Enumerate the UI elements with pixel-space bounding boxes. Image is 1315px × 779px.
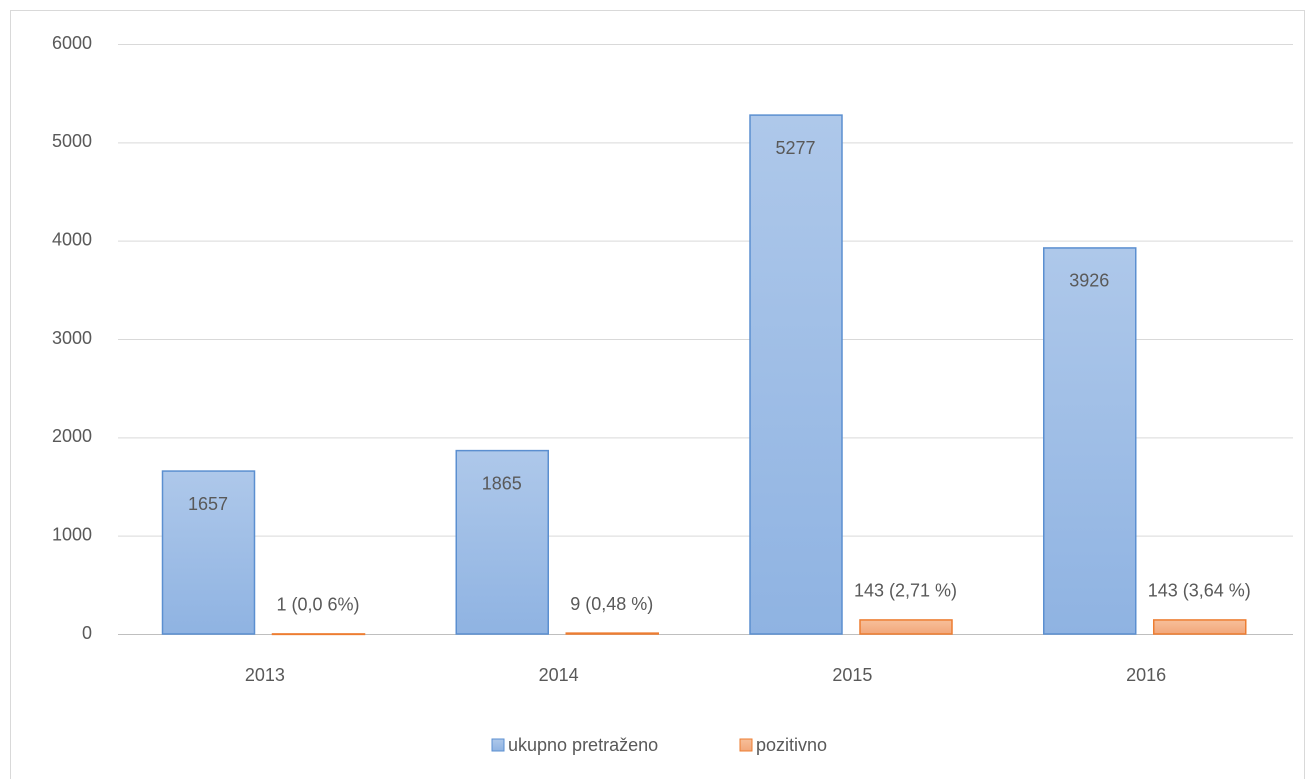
x-tick-label: 2014 xyxy=(539,665,579,685)
x-tick-label: 2015 xyxy=(832,665,872,685)
bar xyxy=(565,632,659,635)
data-label: 1 (0,0 6%) xyxy=(276,595,359,615)
data-label: 1865 xyxy=(482,473,522,493)
legend-swatch xyxy=(491,738,505,752)
bar xyxy=(271,633,366,636)
y-tick-label: 5000 xyxy=(52,131,92,151)
data-label: 143 (2,71 %) xyxy=(854,581,957,601)
y-tick-label: 6000 xyxy=(52,33,92,53)
y-tick-label: 4000 xyxy=(52,229,92,249)
y-tick-label: 2000 xyxy=(52,426,92,446)
legend-label: pozitivno xyxy=(756,735,827,755)
bar xyxy=(455,449,549,635)
bar xyxy=(859,619,953,635)
legend-swatch xyxy=(739,738,753,752)
y-tick-label: 3000 xyxy=(52,328,92,348)
y-tick-label: 0 xyxy=(82,623,92,643)
legend-label: ukupno pretraženo xyxy=(508,735,658,755)
data-label: 5277 xyxy=(775,138,815,158)
data-label: 3926 xyxy=(1069,271,1109,291)
x-tick-label: 2016 xyxy=(1126,665,1166,685)
bar xyxy=(1043,247,1137,635)
bar xyxy=(161,470,256,635)
y-tick-label: 1000 xyxy=(52,524,92,544)
bar xyxy=(749,114,843,635)
data-label: 143 (3,64 %) xyxy=(1148,581,1251,601)
data-label: 9 (0,48 %) xyxy=(570,594,653,614)
x-tick-label: 2013 xyxy=(245,665,285,685)
bar xyxy=(1153,619,1247,635)
data-label: 1657 xyxy=(188,494,228,514)
